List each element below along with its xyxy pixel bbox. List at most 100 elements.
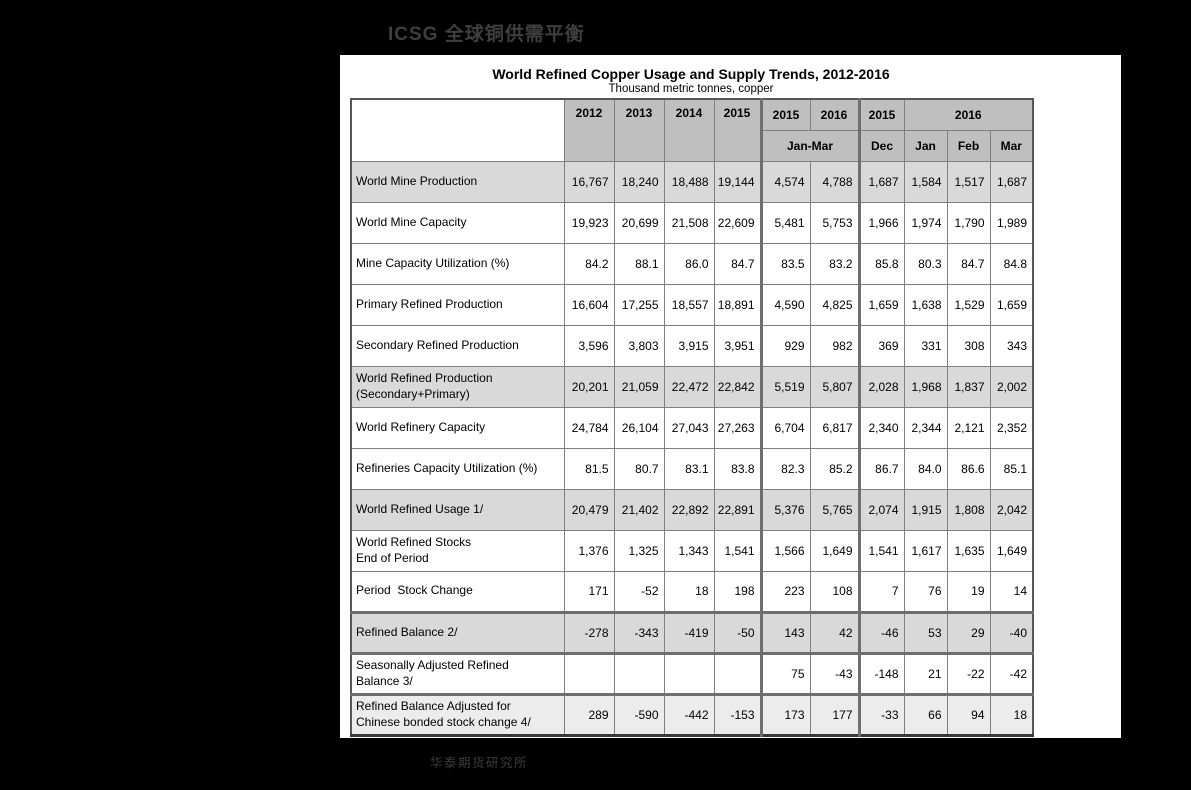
cell-value: -343 <box>613 610 665 655</box>
cell-value: 1,649 <box>809 529 860 572</box>
cell-value: -148 <box>857 652 905 696</box>
cell-value: 5,753 <box>809 201 860 244</box>
cell-value: 66 <box>903 693 948 736</box>
cell-value: 1,566 <box>759 529 811 572</box>
cell-value: 19 <box>946 570 991 613</box>
cell-value: 3,915 <box>663 324 715 367</box>
blank-cell <box>563 652 615 696</box>
cell-value: -40 <box>989 610 1034 655</box>
cell-value: 24,784 <box>563 406 615 449</box>
cell-value: 81.5 <box>563 447 615 490</box>
cell-value: 18,240 <box>613 160 665 203</box>
table-row: World Mine Production 16,767 18,240 18,488 1… <box>350 160 1034 203</box>
cell-value: 2,121 <box>946 406 991 449</box>
cell-value: 2,042 <box>989 488 1034 531</box>
header-cell-year: 2012 <box>563 98 615 162</box>
cell-value: 53 <box>903 610 948 655</box>
row-label: World Mine Production <box>350 160 565 203</box>
cell-value: 982 <box>809 324 860 367</box>
cell-value: -153 <box>713 693 762 736</box>
cell-value: 198 <box>713 570 762 613</box>
table-body: World Mine Production 16,767 18,240 18,488 1… <box>350 160 1034 736</box>
cell-value: 171 <box>563 570 615 613</box>
cell-value: 1,837 <box>946 365 991 408</box>
cell-value: 22,891 <box>713 488 762 531</box>
cell-value: 2,074 <box>857 488 905 531</box>
cell-value: 22,842 <box>713 365 762 408</box>
report-section-title: ICSG 全球铜供需平衡 <box>388 24 585 45</box>
cell-value: 929 <box>759 324 811 367</box>
cell-value: 84.7 <box>946 242 991 285</box>
cell-value: 85.2 <box>809 447 860 490</box>
table-row: Refined Balance Adjusted for Chinese bon… <box>350 693 1034 736</box>
row-label: World Refinery Capacity <box>350 406 565 449</box>
table-row: World Refinery Capacity 24,784 26,104 27,04… <box>350 406 1034 449</box>
cell-value: 42 <box>809 610 860 655</box>
cell-value: 1,638 <box>903 283 948 326</box>
cell-value: -442 <box>663 693 715 736</box>
header-cell-dec-year: 2015 <box>857 98 905 131</box>
cell-value: -590 <box>613 693 665 736</box>
cell-value: 343 <box>989 324 1034 367</box>
header-cell-year: 2013 <box>613 98 665 162</box>
cell-value: 4,825 <box>809 283 860 326</box>
cell-value: 1,376 <box>563 529 615 572</box>
source-label: 华泰期货研究所 <box>430 756 529 770</box>
cell-value: 5,807 <box>809 365 860 408</box>
cell-value: 5,519 <box>759 365 811 408</box>
cell-value: 1,989 <box>989 201 1034 244</box>
cell-value: 1,808 <box>946 488 991 531</box>
cell-value: 83.8 <box>713 447 762 490</box>
cell-value: 86.0 <box>663 242 715 285</box>
table-row: World Refined Production (Secondary+Prim… <box>350 365 1034 408</box>
cell-value: 84.7 <box>713 242 762 285</box>
cell-value: 1,529 <box>946 283 991 326</box>
cell-value: 1,790 <box>946 201 991 244</box>
cell-value: 19,923 <box>563 201 615 244</box>
cell-value: 3,596 <box>563 324 615 367</box>
cell-value: 21,402 <box>613 488 665 531</box>
blank-cell <box>663 652 715 696</box>
row-label: Refined Balance 2/ <box>350 610 565 655</box>
header-row-periods: Jan-Mar Dec Jan Feb Mar <box>351 129 1034 162</box>
cell-value: 289 <box>563 693 615 736</box>
table-title: World Refined Copper Usage and Supply Tr… <box>492 66 890 82</box>
cell-value: 17,255 <box>613 283 665 326</box>
cell-value: 80.7 <box>613 447 665 490</box>
cell-value: 84.0 <box>903 447 948 490</box>
header-cell-monthly-year: 2016 <box>903 98 1034 131</box>
row-label: Seasonally Adjusted Refined Balance 3/ <box>350 652 565 696</box>
row-label: Period Stock Change <box>350 570 565 613</box>
header-cell-month: Mar <box>989 129 1034 162</box>
table-row: World Mine Capacity 19,923 20,699 21,508 22,… <box>350 201 1034 244</box>
table-header: 2012 2013 2014 2015 2015 2016 2015 2016 … <box>350 98 1034 162</box>
cell-value: -33 <box>857 693 905 736</box>
cell-value: 18,891 <box>713 283 762 326</box>
header-cell-month: Feb <box>946 129 991 162</box>
cell-value: 7 <box>857 570 905 613</box>
cell-value: 83.5 <box>759 242 811 285</box>
cell-value: -22 <box>946 652 991 696</box>
cell-value: 88.1 <box>613 242 665 285</box>
cell-value: 84.8 <box>989 242 1034 285</box>
cell-value: 2,340 <box>857 406 905 449</box>
cell-value: 16,767 <box>563 160 615 203</box>
cell-value: 26,104 <box>613 406 665 449</box>
cell-value: 83.2 <box>809 242 860 285</box>
cell-value: 4,574 <box>759 160 811 203</box>
table-row: Primary Refined Production 16,604 17,255 18… <box>350 283 1034 326</box>
cell-value: 20,699 <box>613 201 665 244</box>
cell-value: 1,968 <box>903 365 948 408</box>
cell-value: 84.2 <box>563 242 615 285</box>
cell-value: 22,609 <box>713 201 762 244</box>
cell-value: 75 <box>759 652 811 696</box>
cell-value: -50 <box>713 610 762 655</box>
cell-value: 86.6 <box>946 447 991 490</box>
row-label: Refined Balance Adjusted for Chinese bon… <box>350 693 565 736</box>
row-label: World Refined Production (Secondary+Prim… <box>350 365 565 408</box>
cell-value: 76 <box>903 570 948 613</box>
corner-cell <box>350 98 565 162</box>
cell-value: 94 <box>946 693 991 736</box>
row-label: Secondary Refined Production <box>350 324 565 367</box>
table-row: Secondary Refined Production 3,596 3,803 3,… <box>350 324 1034 367</box>
